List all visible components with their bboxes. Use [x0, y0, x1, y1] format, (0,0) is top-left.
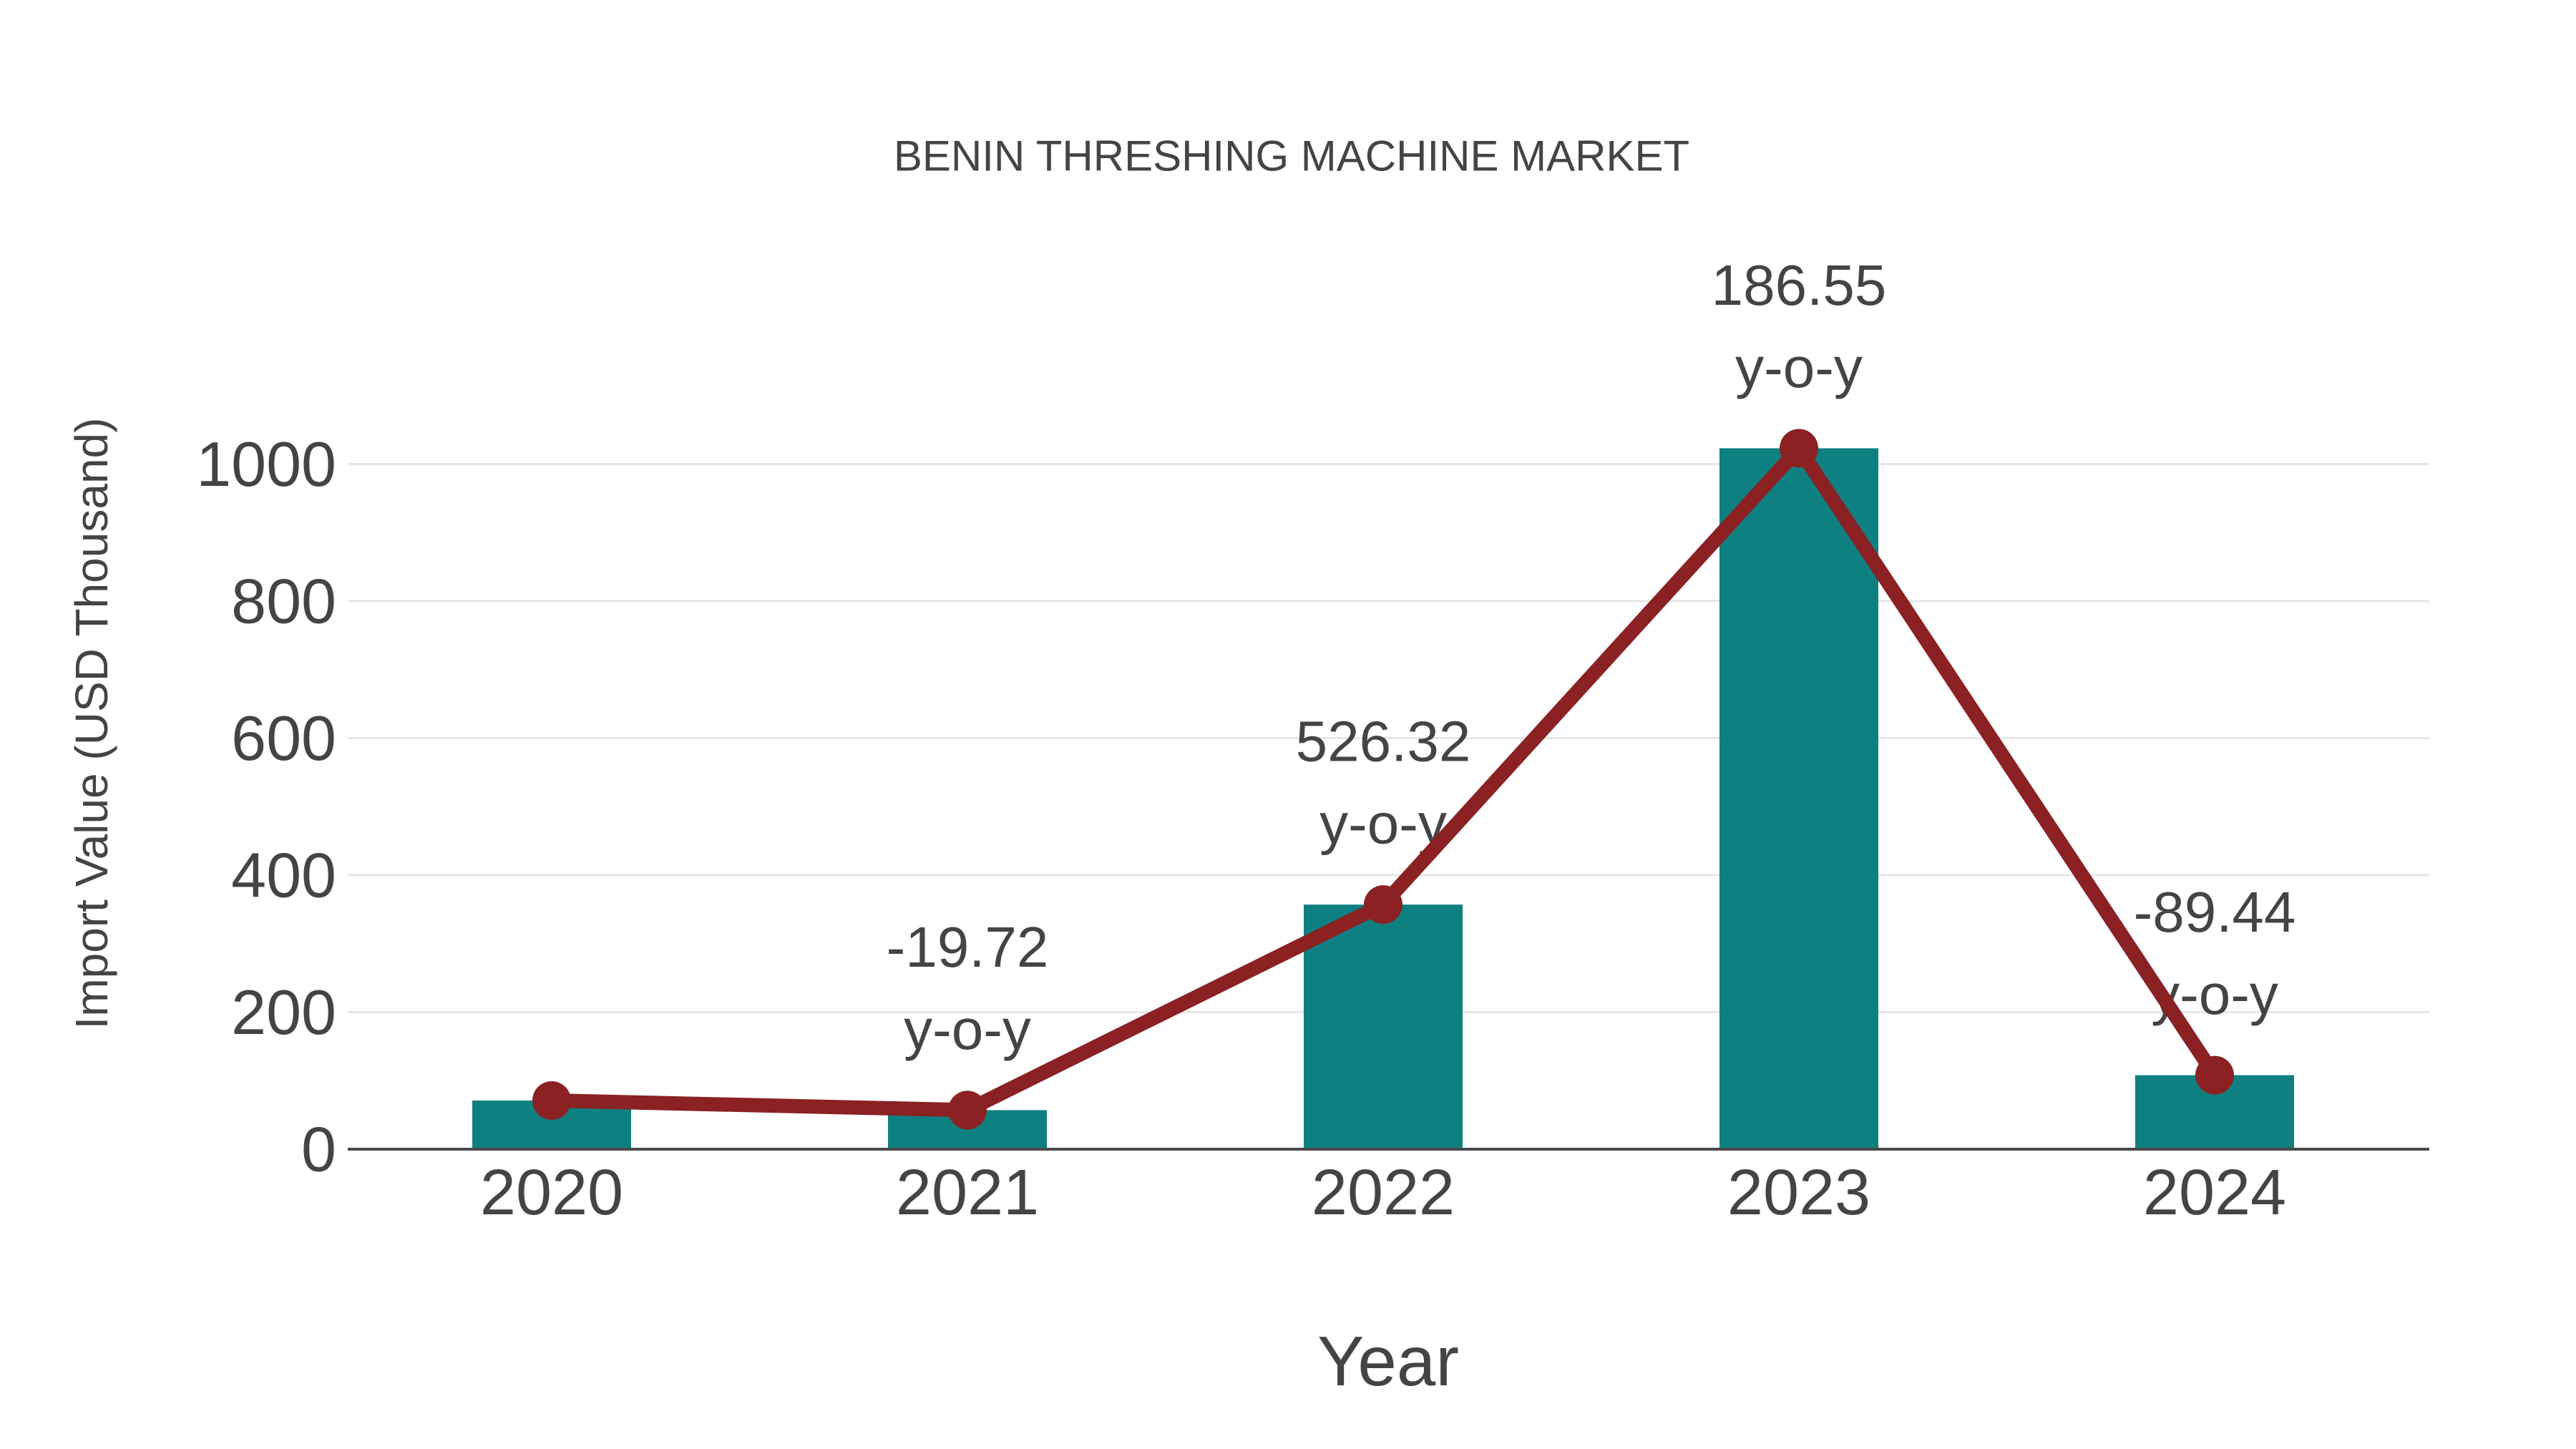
annotation-value: -19.72 [887, 915, 1049, 979]
annotation-2024: -89.44y-o-y [2134, 880, 2296, 1026]
x-tick-label-2024: 2024 [2143, 1157, 2286, 1229]
y-axis-title: Import Value (USD Thousand) [66, 418, 117, 1030]
data-point-marker-2021 [948, 1091, 987, 1130]
annotation-2023: 186.55 y-o-y [1712, 253, 1887, 399]
y-tick-label: 0 [301, 1114, 336, 1185]
data-point-marker-2023 [1780, 429, 1818, 468]
markers-layer [532, 429, 2234, 1130]
y-tick-label: 200 [231, 977, 336, 1048]
bar-2023 [1719, 448, 1878, 1149]
annotation-suffix: y-o-y [1319, 792, 1447, 856]
data-point-marker-2022 [1364, 885, 1402, 924]
x-tick-labels: 2020 2021 2022 2023 2024 [480, 1157, 2286, 1229]
x-tick-label-2022: 2022 [1312, 1157, 1455, 1229]
x-axis-title: Year [1317, 1322, 1459, 1400]
chart-title: BENIN THRESHING MACHINE MARKET [894, 132, 1689, 180]
annotation-suffix: y-o-y [904, 997, 1031, 1061]
data-point-marker-2024 [2195, 1055, 2234, 1095]
bars-layer [472, 448, 2294, 1149]
annotation-value: 186.55 [1712, 253, 1887, 317]
annotation-2021: -19.72 y-o-y [887, 915, 1049, 1061]
annotation-value: -89.44 [2134, 880, 2296, 944]
y-tick-label: 600 [231, 703, 336, 774]
data-point-marker-2020 [532, 1081, 571, 1121]
annotation-value: 526.32 [1296, 710, 1471, 774]
annotation-2022: 526.32 y-o-y [1296, 710, 1471, 856]
y-tick-label: 400 [231, 840, 336, 911]
y-tick-label: 1000 [196, 429, 336, 499]
y-tick-label: 800 [231, 566, 336, 637]
x-tick-label-2021: 2021 [896, 1157, 1039, 1229]
annotation-suffix: y-o-y [1735, 336, 1863, 399]
x-tick-label-2020: 2020 [480, 1157, 623, 1229]
x-tick-label-2023: 2023 [1727, 1157, 1870, 1229]
bar-2022 [1304, 904, 1463, 1149]
annotations-layer: -19.72 y-o-y 526.32 y-o-y 186.55 y-o-y -89.44y… [887, 253, 2296, 1061]
y-tick-labels: 0 200 400 600 800 1000 [196, 429, 336, 1185]
